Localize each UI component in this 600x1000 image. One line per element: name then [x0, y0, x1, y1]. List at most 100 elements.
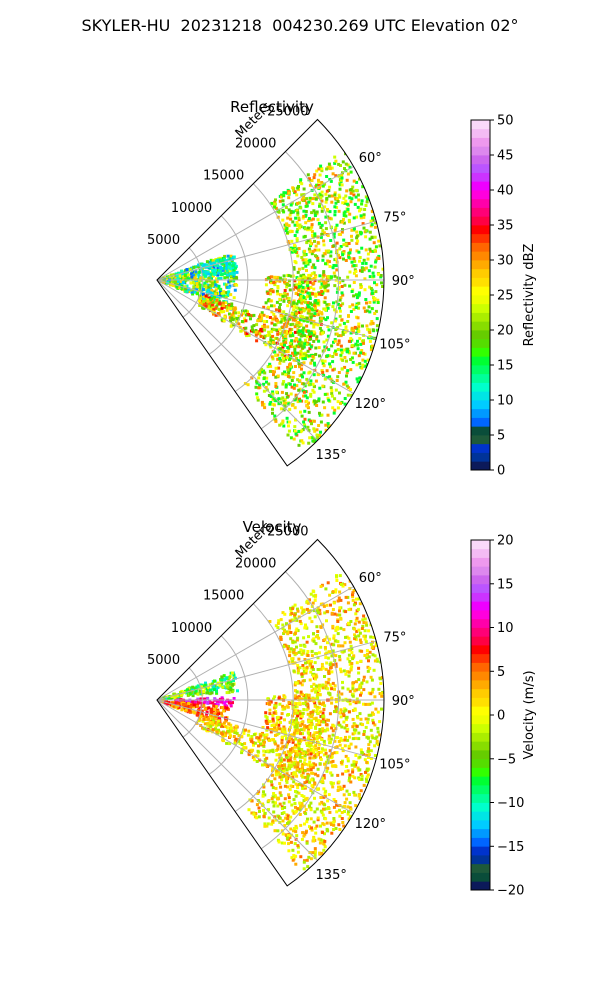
echo-gate — [225, 676, 229, 680]
echo-gate — [321, 400, 325, 404]
echo-gate — [212, 704, 216, 708]
echo-gate — [298, 308, 302, 312]
echo-gate — [373, 297, 377, 301]
echo-gate — [346, 320, 350, 323]
echo-gate — [336, 375, 340, 379]
echo-gate — [308, 250, 312, 254]
echo-gate — [210, 707, 213, 711]
echo-gate — [320, 369, 324, 373]
echo-gate — [262, 377, 266, 381]
echo-gate — [297, 362, 301, 365]
echo-gate — [301, 216, 305, 220]
echo-gate — [366, 358, 370, 362]
echo-gate — [209, 298, 212, 302]
echo-gate — [268, 333, 272, 337]
echo-gate — [310, 654, 314, 658]
echo-gate — [288, 626, 291, 630]
echo-gate — [313, 731, 317, 735]
echo-gate — [332, 340, 335, 344]
echo-gate — [279, 785, 283, 789]
echo-gate — [276, 332, 280, 336]
echo-gate — [319, 196, 323, 200]
echo-gate — [308, 598, 311, 602]
echo-gate — [193, 701, 197, 704]
echo-gate — [324, 817, 328, 821]
echo-gate — [208, 279, 212, 283]
echo-gate — [334, 827, 338, 830]
echo-gate — [351, 768, 355, 772]
echo-gate — [297, 747, 301, 751]
echo-gate — [216, 681, 220, 685]
echo-gate — [273, 729, 277, 733]
echo-gate — [314, 675, 318, 679]
echo-gate — [185, 268, 189, 272]
echo-gate — [357, 597, 361, 601]
echo-gate — [340, 725, 344, 729]
echo-gate — [285, 324, 289, 328]
echo-gate — [342, 243, 346, 247]
echo-gate — [266, 305, 270, 309]
echo-gate — [206, 697, 210, 701]
echo-gate — [343, 801, 347, 805]
echo-gate — [345, 635, 349, 639]
echo-gate — [313, 248, 317, 252]
echo-gate — [271, 714, 275, 717]
echo-gate — [181, 281, 185, 284]
echo-gate — [367, 713, 371, 717]
echo-gate — [286, 231, 289, 235]
echo-gate — [318, 202, 322, 206]
echo-gate — [229, 307, 233, 311]
echo-gate — [257, 740, 261, 743]
echo-gate — [299, 340, 303, 344]
echo-gate — [317, 339, 321, 343]
echo-gate — [347, 339, 351, 343]
echo-gate — [214, 306, 218, 310]
echo-gate — [327, 734, 331, 738]
echo-gate — [313, 173, 317, 177]
echo-gate — [292, 731, 296, 735]
echo-gate — [266, 726, 270, 730]
echo-gate — [217, 260, 221, 264]
echo-gate — [357, 301, 361, 305]
reflectivity-frame — [156, 118, 385, 467]
echo-gate — [339, 334, 343, 338]
echo-gate — [204, 284, 208, 287]
echo-gate — [339, 178, 343, 182]
echo-gate — [326, 259, 330, 263]
echo-gate — [263, 406, 267, 410]
echo-gate — [288, 363, 291, 367]
echo-gate — [297, 321, 301, 325]
echo-gate — [307, 309, 311, 313]
echo-gate — [350, 234, 353, 238]
echo-gate — [330, 344, 334, 348]
echo-gate — [342, 213, 346, 217]
echo-gate — [270, 327, 274, 331]
echo-gate — [317, 689, 321, 693]
echo-gate — [267, 808, 270, 812]
echo-gate — [322, 364, 326, 368]
echo-gate — [197, 299, 201, 303]
echo-gate — [316, 256, 320, 260]
echo-gate — [281, 768, 285, 771]
echo-gate — [321, 254, 325, 258]
echo-gate — [274, 399, 278, 403]
echo-gate — [353, 793, 357, 797]
echo-gate — [211, 271, 215, 275]
echo-gate — [339, 401, 342, 405]
echo-gate — [230, 259, 234, 263]
echo-gate — [339, 353, 343, 357]
echo-gate — [300, 794, 304, 797]
echo-gate — [215, 277, 218, 281]
echo-gate — [177, 696, 181, 700]
echo-gate — [240, 748, 244, 752]
echo-gate — [295, 237, 299, 241]
echo-gate — [180, 693, 184, 697]
echo-gate — [367, 743, 371, 747]
echo-gate — [360, 199, 364, 203]
echo-gate — [372, 300, 376, 304]
echo-gate — [309, 419, 312, 423]
echo-gate — [352, 589, 356, 592]
echo-gate — [326, 413, 330, 417]
echo-gate — [305, 858, 309, 862]
echo-gate — [263, 824, 267, 828]
